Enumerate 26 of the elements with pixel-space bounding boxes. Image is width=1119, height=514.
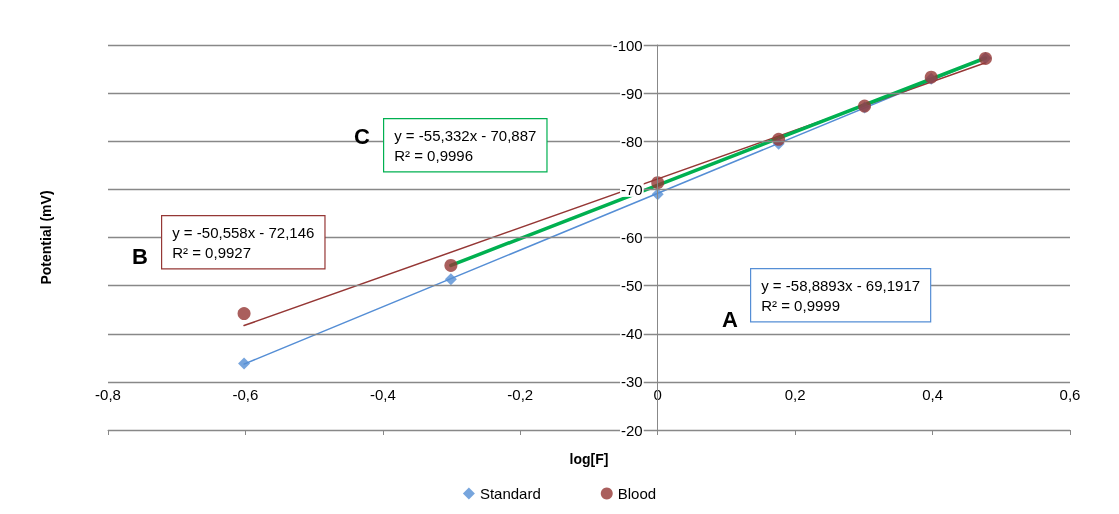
annotation: y = -58,8893x - 69,1917 R² = 0,9999	[761, 276, 921, 314]
x-tick-label: -0,4	[369, 386, 396, 403]
y-tick-label: -60	[621, 229, 643, 246]
x-tick-label: 0,6	[1059, 386, 1081, 403]
y-tick-label: -100	[612, 36, 643, 54]
y-tick-label: -40	[621, 325, 643, 343]
legend-label: Blood	[617, 485, 657, 502]
y-tick-label: -80	[621, 132, 643, 150]
y-tick-label: -20	[621, 421, 643, 439]
annotation: y = -50,558x - 72,146 R² = 0,9927	[172, 223, 315, 261]
x-tick-label: -0,6	[232, 386, 259, 403]
annotation: A	[722, 306, 738, 332]
x-tick-label: 0,2	[784, 386, 806, 403]
annotation: y = -55,332x - 70,887 R² = 0,9996	[394, 126, 537, 164]
x-tick-label: 0,4	[922, 386, 943, 403]
legend-label: Standard	[479, 485, 541, 502]
annotation: B	[132, 243, 148, 269]
annotation: C	[354, 123, 370, 149]
x-tick-label: -0,2	[507, 386, 534, 403]
y-tick-label: -50	[621, 277, 643, 295]
x-tick-label: -0,8	[95, 386, 121, 403]
y-tick-label: -90	[621, 84, 643, 102]
y-axis-title: Potential (mV)	[38, 190, 54, 285]
y-tick-label: -30	[621, 373, 643, 391]
y-tick-label: -70	[621, 180, 643, 198]
x-axis-title: log[F]	[569, 451, 609, 467]
